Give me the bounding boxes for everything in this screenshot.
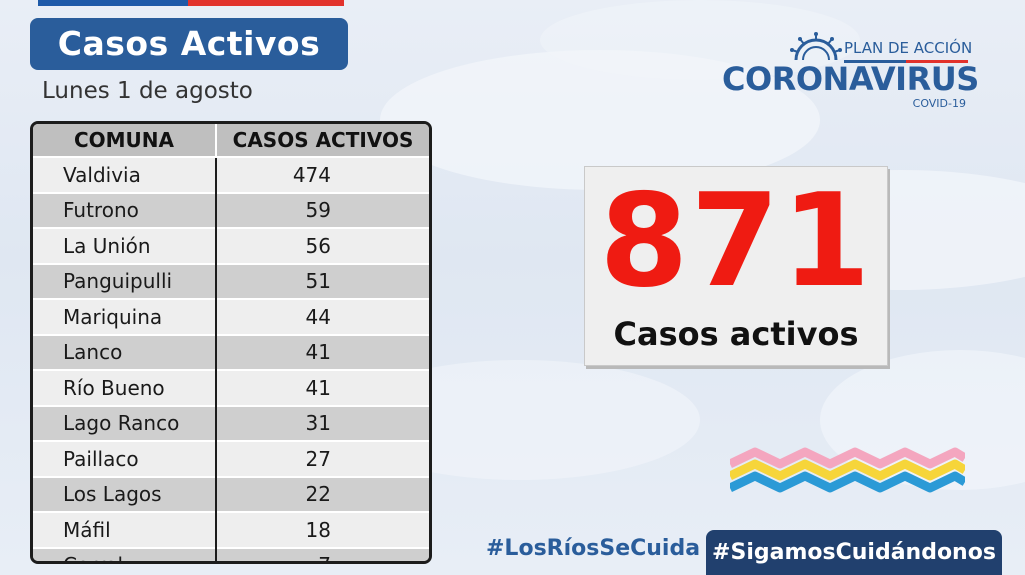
- table-row: Mariquina 44: [33, 298, 429, 335]
- total-cases-label: Casos activos: [613, 315, 859, 353]
- flag-stripe: [38, 0, 344, 6]
- comuna-cell: Los Lagos: [33, 475, 217, 512]
- casos-cell: 18: [216, 511, 429, 548]
- casos-cell: 44: [216, 298, 429, 335]
- casos-cell: 27: [216, 440, 429, 477]
- hashtag-sigamos: #SigamosCuidándonos: [706, 530, 1002, 575]
- comuna-cell: Lanco: [33, 333, 217, 370]
- hashtag-losrios: #LosRíosSeCuida: [486, 536, 701, 561]
- logo-covid-text: COVID-19: [912, 97, 966, 110]
- page-title: Casos Activos: [30, 18, 348, 70]
- comuna-cell: Corral: [33, 546, 217, 561]
- comuna-cell: Paillaco: [33, 440, 217, 477]
- table-row: Los Lagos 22: [33, 475, 429, 512]
- comuna-cell: Panguipulli: [33, 262, 217, 299]
- logo-coronavirus-text: CORONAVIRUS: [722, 60, 979, 98]
- table-row: Valdivia 474: [33, 156, 429, 193]
- table-row: Río Bueno 41: [33, 369, 429, 406]
- casos-cell: 56: [216, 227, 429, 264]
- logo-flag-stripe: [844, 60, 968, 63]
- total-cases-card: 871 Casos activos: [584, 166, 888, 366]
- table-row: Corral7: [33, 546, 429, 561]
- table-row: Lago Ranco 31: [33, 404, 429, 441]
- casos-cell: 51: [216, 262, 429, 299]
- table-row: Paillaco 27: [33, 440, 429, 477]
- casos-cell: 59: [216, 191, 429, 228]
- column-header-comuna: COMUNA: [33, 124, 217, 157]
- casos-cell: 22: [216, 475, 429, 512]
- comuna-cell: Río Bueno: [33, 369, 217, 406]
- comuna-cell: Valdivia: [33, 156, 217, 193]
- comuna-cell: Futrono: [33, 191, 217, 228]
- column-header-casos: CASOS ACTIVOS: [216, 124, 429, 157]
- comuna-cell: Lago Ranco: [33, 404, 217, 441]
- table-row: Futrono 59: [33, 191, 429, 228]
- table-row: Lanco 41: [33, 333, 429, 370]
- total-cases-number: 871: [599, 167, 873, 316]
- virus-icon: [790, 32, 842, 61]
- table-row: Máfil 18: [33, 511, 429, 548]
- cases-table: COMUNA CASOS ACTIVOS Valdivia 474 Futrono 5…: [30, 121, 432, 564]
- comuna-cell: La Unión: [33, 227, 217, 264]
- table-row: La Unión 56: [33, 227, 429, 264]
- casos-cell: 31: [216, 404, 429, 441]
- los-rios-wave-logo: [730, 447, 965, 493]
- casos-cell: 7: [216, 546, 429, 561]
- report-date: Lunes 1 de agosto: [42, 78, 253, 104]
- casos-cell: 474: [216, 156, 429, 193]
- logo-plan-text: PLAN DE ACCIÓN: [844, 39, 973, 57]
- casos-cell: 41: [216, 333, 429, 370]
- table-row: Panguipulli 51: [33, 262, 429, 299]
- comuna-cell: Máfil: [33, 511, 217, 548]
- coronavirus-logo: PLAN DE ACCIÓN CORONAVIRUS COVID-19: [722, 30, 979, 110]
- casos-cell: 41: [216, 369, 429, 406]
- comuna-cell: Mariquina: [33, 298, 217, 335]
